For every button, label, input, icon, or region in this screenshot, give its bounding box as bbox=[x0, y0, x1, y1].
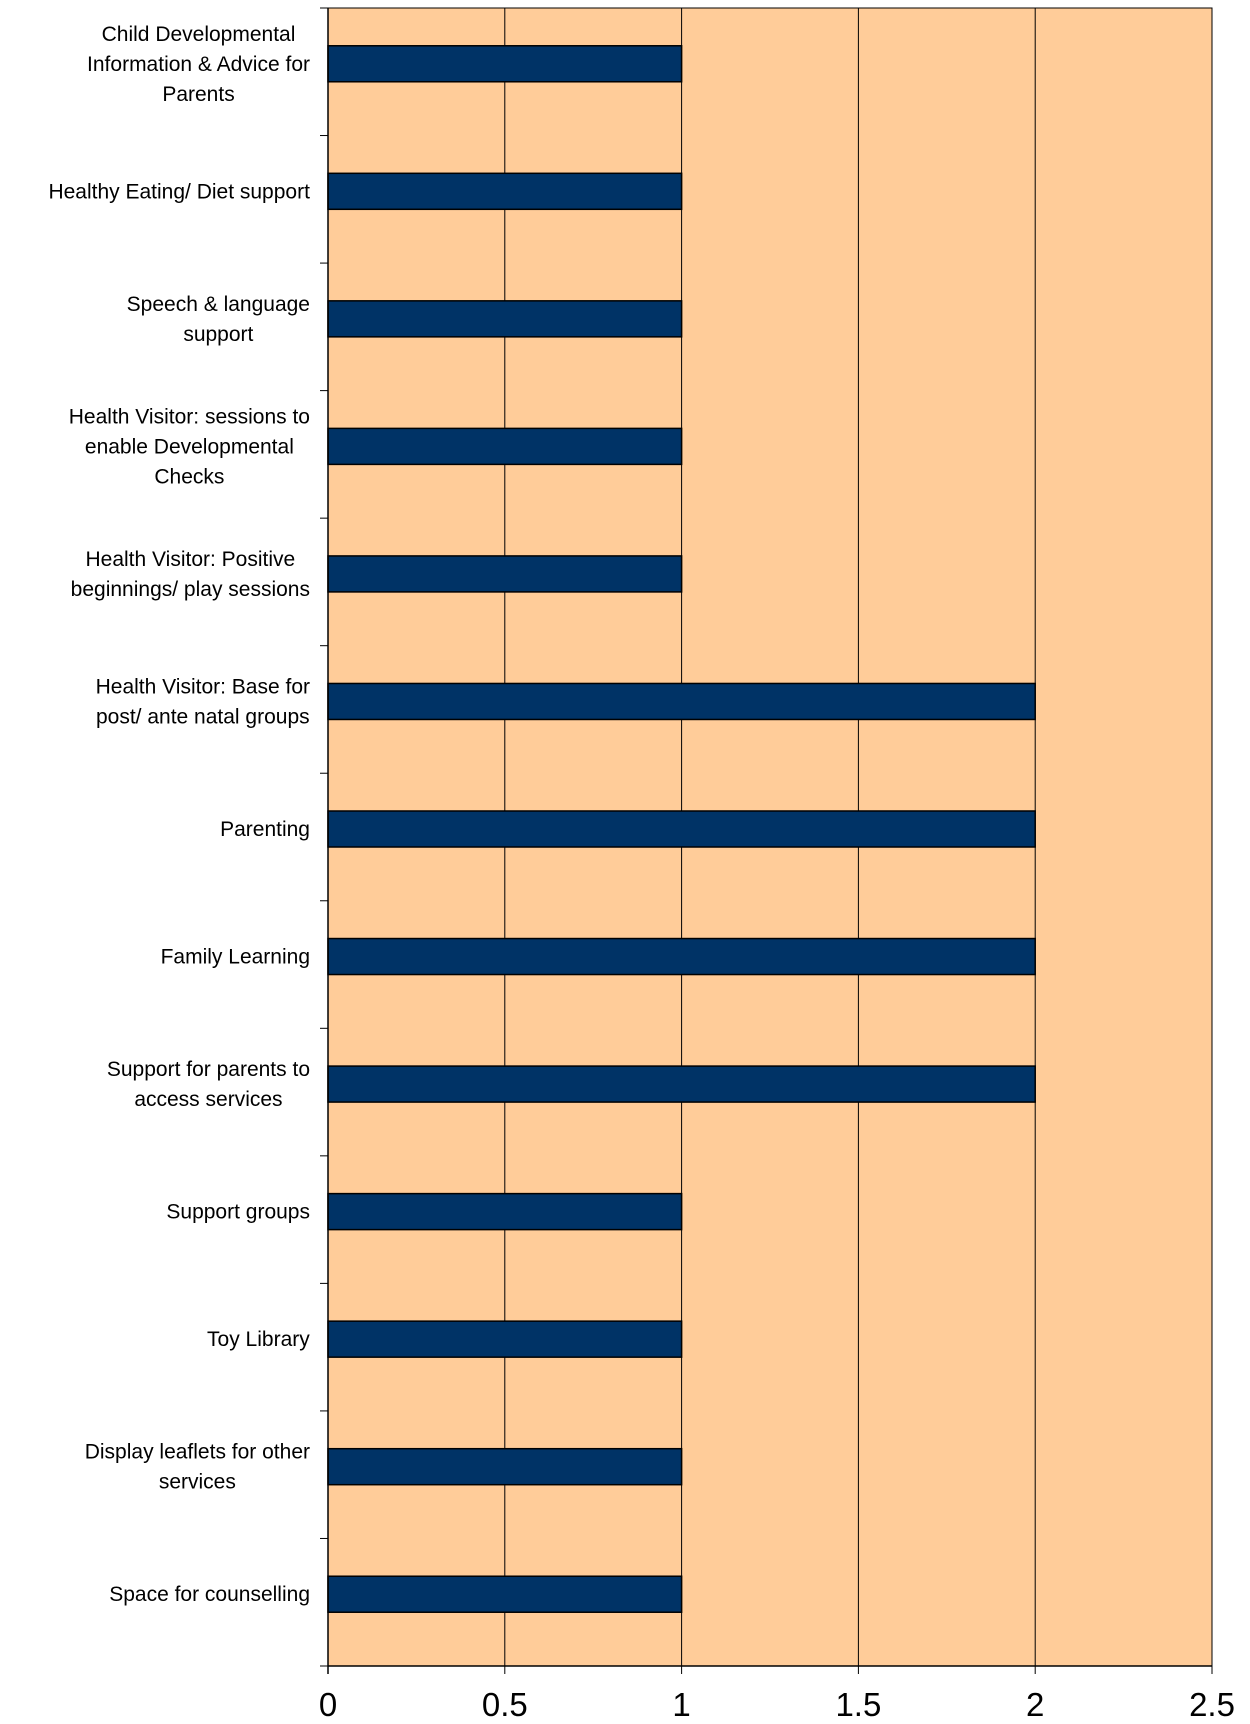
x-tick-label: 2 bbox=[1026, 1686, 1044, 1723]
category-label-line: Support for parents to bbox=[107, 1058, 310, 1081]
bar bbox=[327, 1575, 683, 1613]
category-label-line: Toy Library bbox=[207, 1328, 310, 1351]
category-label-line: Child Developmental bbox=[102, 23, 296, 46]
category-label-line: Parents bbox=[162, 83, 234, 106]
category-label-line: Information & Advice for bbox=[87, 53, 310, 76]
x-tick-label: 1 bbox=[672, 1686, 690, 1723]
bar bbox=[327, 1065, 1036, 1103]
category-label-line: Support groups bbox=[166, 1201, 310, 1224]
category-label-line: beginnings/ play sessions bbox=[71, 578, 310, 601]
category-label-line: Health Visitor: Base for bbox=[96, 675, 310, 698]
category-label-line: post/ ante natal groups bbox=[96, 705, 310, 728]
category-label: Display leaflets for other services bbox=[85, 1441, 310, 1494]
category-label: Speech & language support bbox=[127, 293, 310, 346]
category-label-line: Health Visitor: sessions to bbox=[69, 405, 310, 428]
category-label: Healthy Eating/ Diet support bbox=[48, 180, 310, 203]
bar bbox=[327, 172, 683, 211]
category-label-line: services bbox=[159, 1471, 236, 1494]
category-label: Toy Library bbox=[207, 1328, 310, 1351]
category-label-line: Health Visitor: Positive bbox=[85, 548, 295, 571]
bar bbox=[327, 555, 683, 593]
x-tick-label: 0 bbox=[319, 1686, 337, 1723]
bar bbox=[327, 1192, 683, 1231]
category-label-line: Checks bbox=[154, 465, 224, 488]
category-label: Support groups bbox=[166, 1201, 310, 1224]
category-label-line: support bbox=[183, 323, 253, 346]
bar bbox=[327, 937, 1036, 976]
x-tick-label: 2.5 bbox=[1189, 1686, 1235, 1723]
bar bbox=[327, 682, 1036, 721]
x-tick-label: 0.5 bbox=[482, 1686, 528, 1723]
category-label: Parenting bbox=[220, 818, 310, 841]
category-label-line: Healthy Eating/ Diet support bbox=[48, 180, 310, 203]
category-label-line: Space for counselling bbox=[109, 1583, 310, 1606]
x-tick-label: 1.5 bbox=[835, 1686, 881, 1723]
bar bbox=[327, 300, 683, 338]
category-label-line: enable Developmental bbox=[85, 435, 294, 458]
category-label: Health Visitor: Base for post/ ante natal… bbox=[96, 675, 310, 728]
category-label-line: Family Learning bbox=[161, 946, 310, 969]
category-label-line: Display leaflets for other bbox=[85, 1441, 310, 1464]
bar bbox=[327, 45, 683, 83]
bar bbox=[327, 427, 683, 466]
category-label-line: Speech & language bbox=[127, 293, 310, 316]
category-label: Support for parents to access services bbox=[107, 1058, 310, 1111]
x-tick-labels: 0 0.5 1 1.5 2 2.5 bbox=[319, 1686, 1235, 1723]
bar bbox=[327, 1320, 683, 1358]
category-label: Health Visitor: sessions to enable Develo… bbox=[69, 405, 310, 488]
category-label: Space for counselling bbox=[109, 1583, 310, 1606]
category-labels: Child Developmental Information & Advice … bbox=[48, 23, 310, 1606]
category-label: Health Visitor: Positive beginnings/ play… bbox=[71, 548, 310, 601]
category-label: Family Learning bbox=[161, 946, 310, 969]
bar bbox=[327, 810, 1036, 848]
category-label-line: Parenting bbox=[220, 818, 310, 841]
category-label: Child Developmental Information & Advice … bbox=[87, 23, 310, 106]
axes bbox=[320, 7, 1212, 1674]
category-label-line: access services bbox=[134, 1088, 282, 1111]
bar bbox=[327, 1447, 683, 1486]
